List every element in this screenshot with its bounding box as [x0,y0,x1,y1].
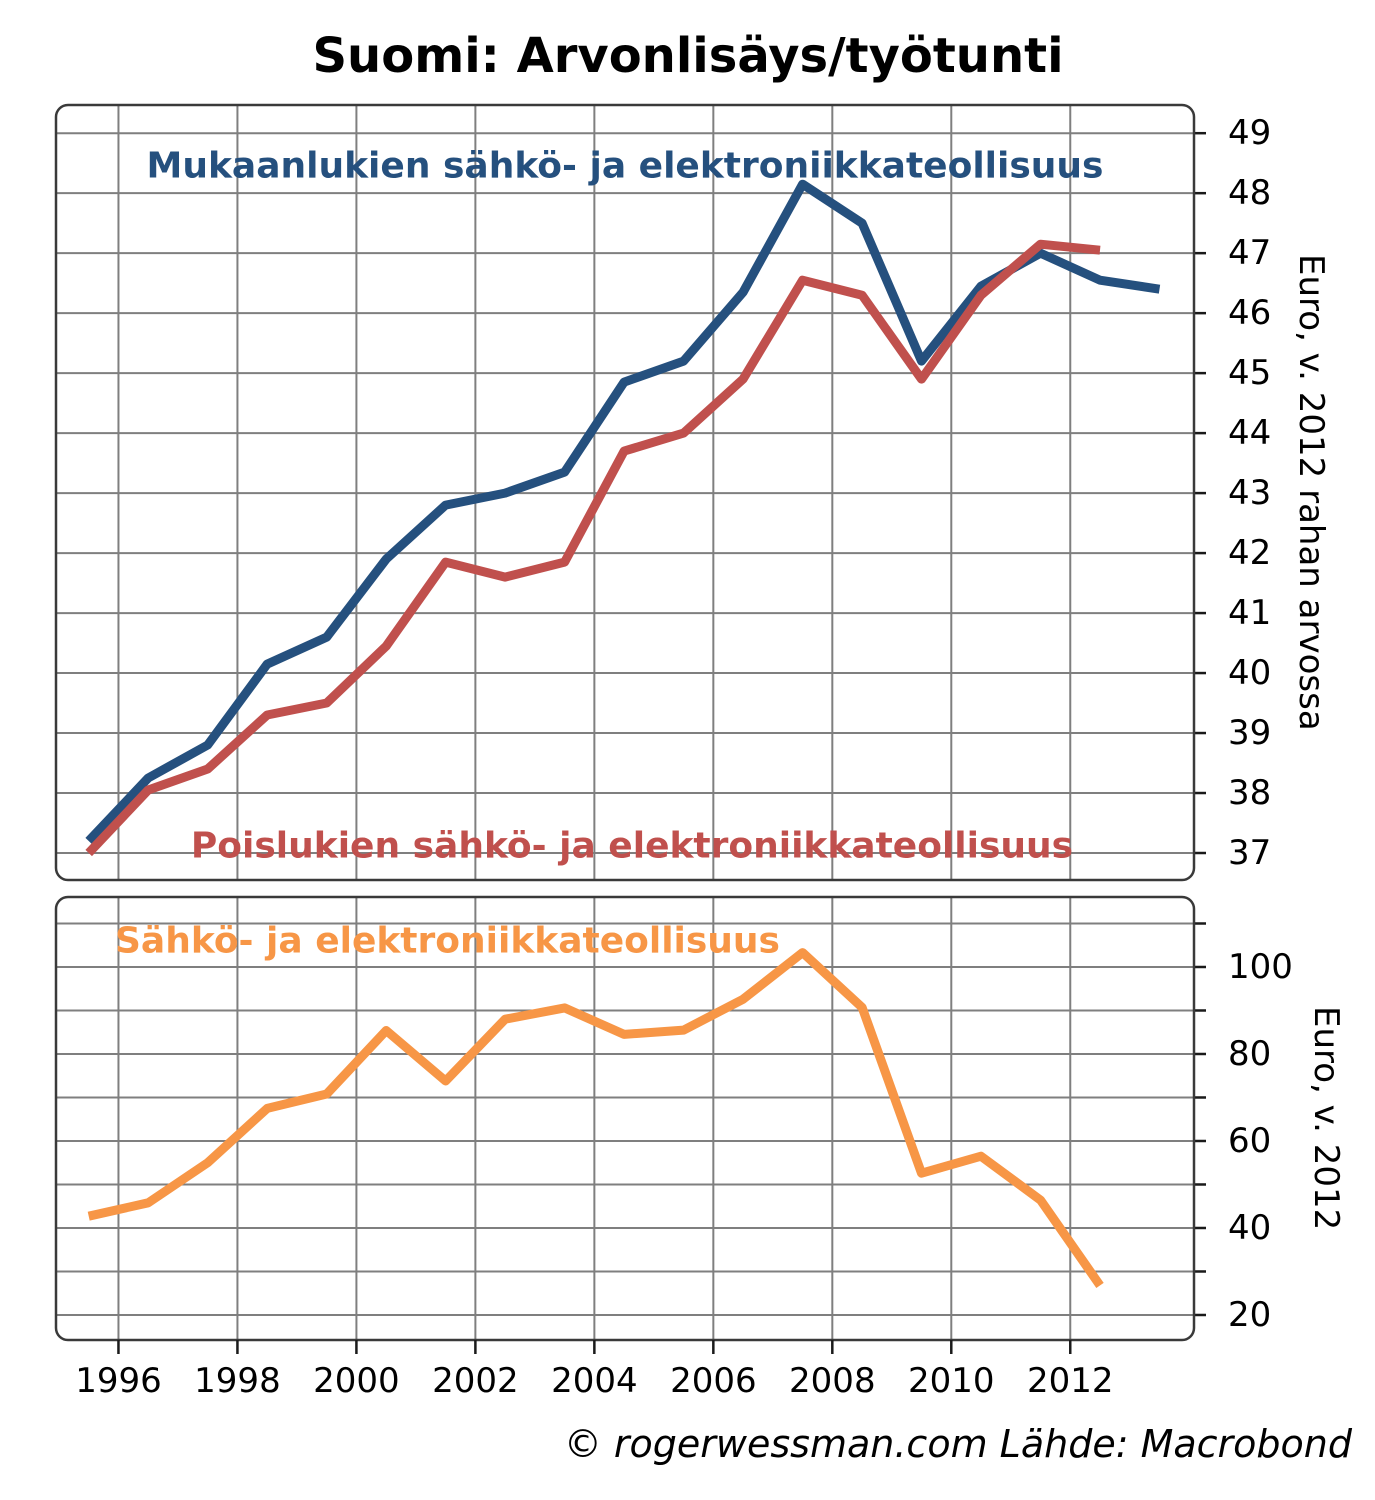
series-label-electronics: Sähkö- ja elektroniikkateollisuus [115,920,780,962]
y-axis-label-bottom-panel: Euro, v. 2012 [1306,1006,1346,1231]
y-tick-label: 46 [1228,293,1271,333]
x-tick-label: 1998 [194,1361,281,1401]
y-tick-label: 40 [1228,653,1271,693]
y-tick-label: 37 [1228,833,1271,873]
source-attribution: © rogerwessman.com Lähde: Macrobond [563,1422,1352,1466]
y-tick-label: 44 [1228,413,1271,453]
x-tick-label: 2000 [313,1361,400,1401]
y-tick-label: 43 [1228,473,1271,513]
y-tick-label: 40 [1228,1208,1271,1248]
y-tick-label: 80 [1228,1034,1271,1074]
y-tick-label: 47 [1228,233,1271,273]
y-tick-label: 20 [1228,1295,1271,1335]
x-tick-label: 2010 [908,1361,995,1401]
data-line-red [85,239,1101,857]
y-tick-label: 100 [1228,947,1293,987]
series-label-including-electronics: Mukaanlukien sähkö- ja elektroniikkateol… [146,145,1104,187]
y-tick-label: 42 [1228,533,1271,573]
x-tick-label: 2012 [1027,1361,1114,1401]
y-tick-label: 48 [1228,173,1271,213]
x-tick-label: 2002 [432,1361,519,1401]
y-tick-label: 41 [1228,593,1271,633]
y-axis-label-top-panel: Euro, v. 2012 rahan arvossa [1291,254,1331,731]
data-line-orange [87,948,1104,1288]
data-line-blue [85,179,1161,845]
y-tick-label: 39 [1228,713,1271,753]
y-tick-label: 38 [1228,773,1271,813]
y-tick-label: 60 [1228,1121,1271,1161]
series-label-excluding-electronics: Poislukien sähkö- ja elektroniikkateolli… [190,825,1074,867]
x-tick-label: 2008 [789,1361,876,1401]
y-tick-label: 49 [1228,113,1271,153]
x-tick-label: 2004 [551,1361,638,1401]
y-tick-label: 45 [1228,353,1271,393]
page-title: Suomi: Arvonlisäys/työtunti [312,28,1064,84]
x-tick-label: 2006 [670,1361,757,1401]
x-tick-label: 1996 [75,1361,162,1401]
